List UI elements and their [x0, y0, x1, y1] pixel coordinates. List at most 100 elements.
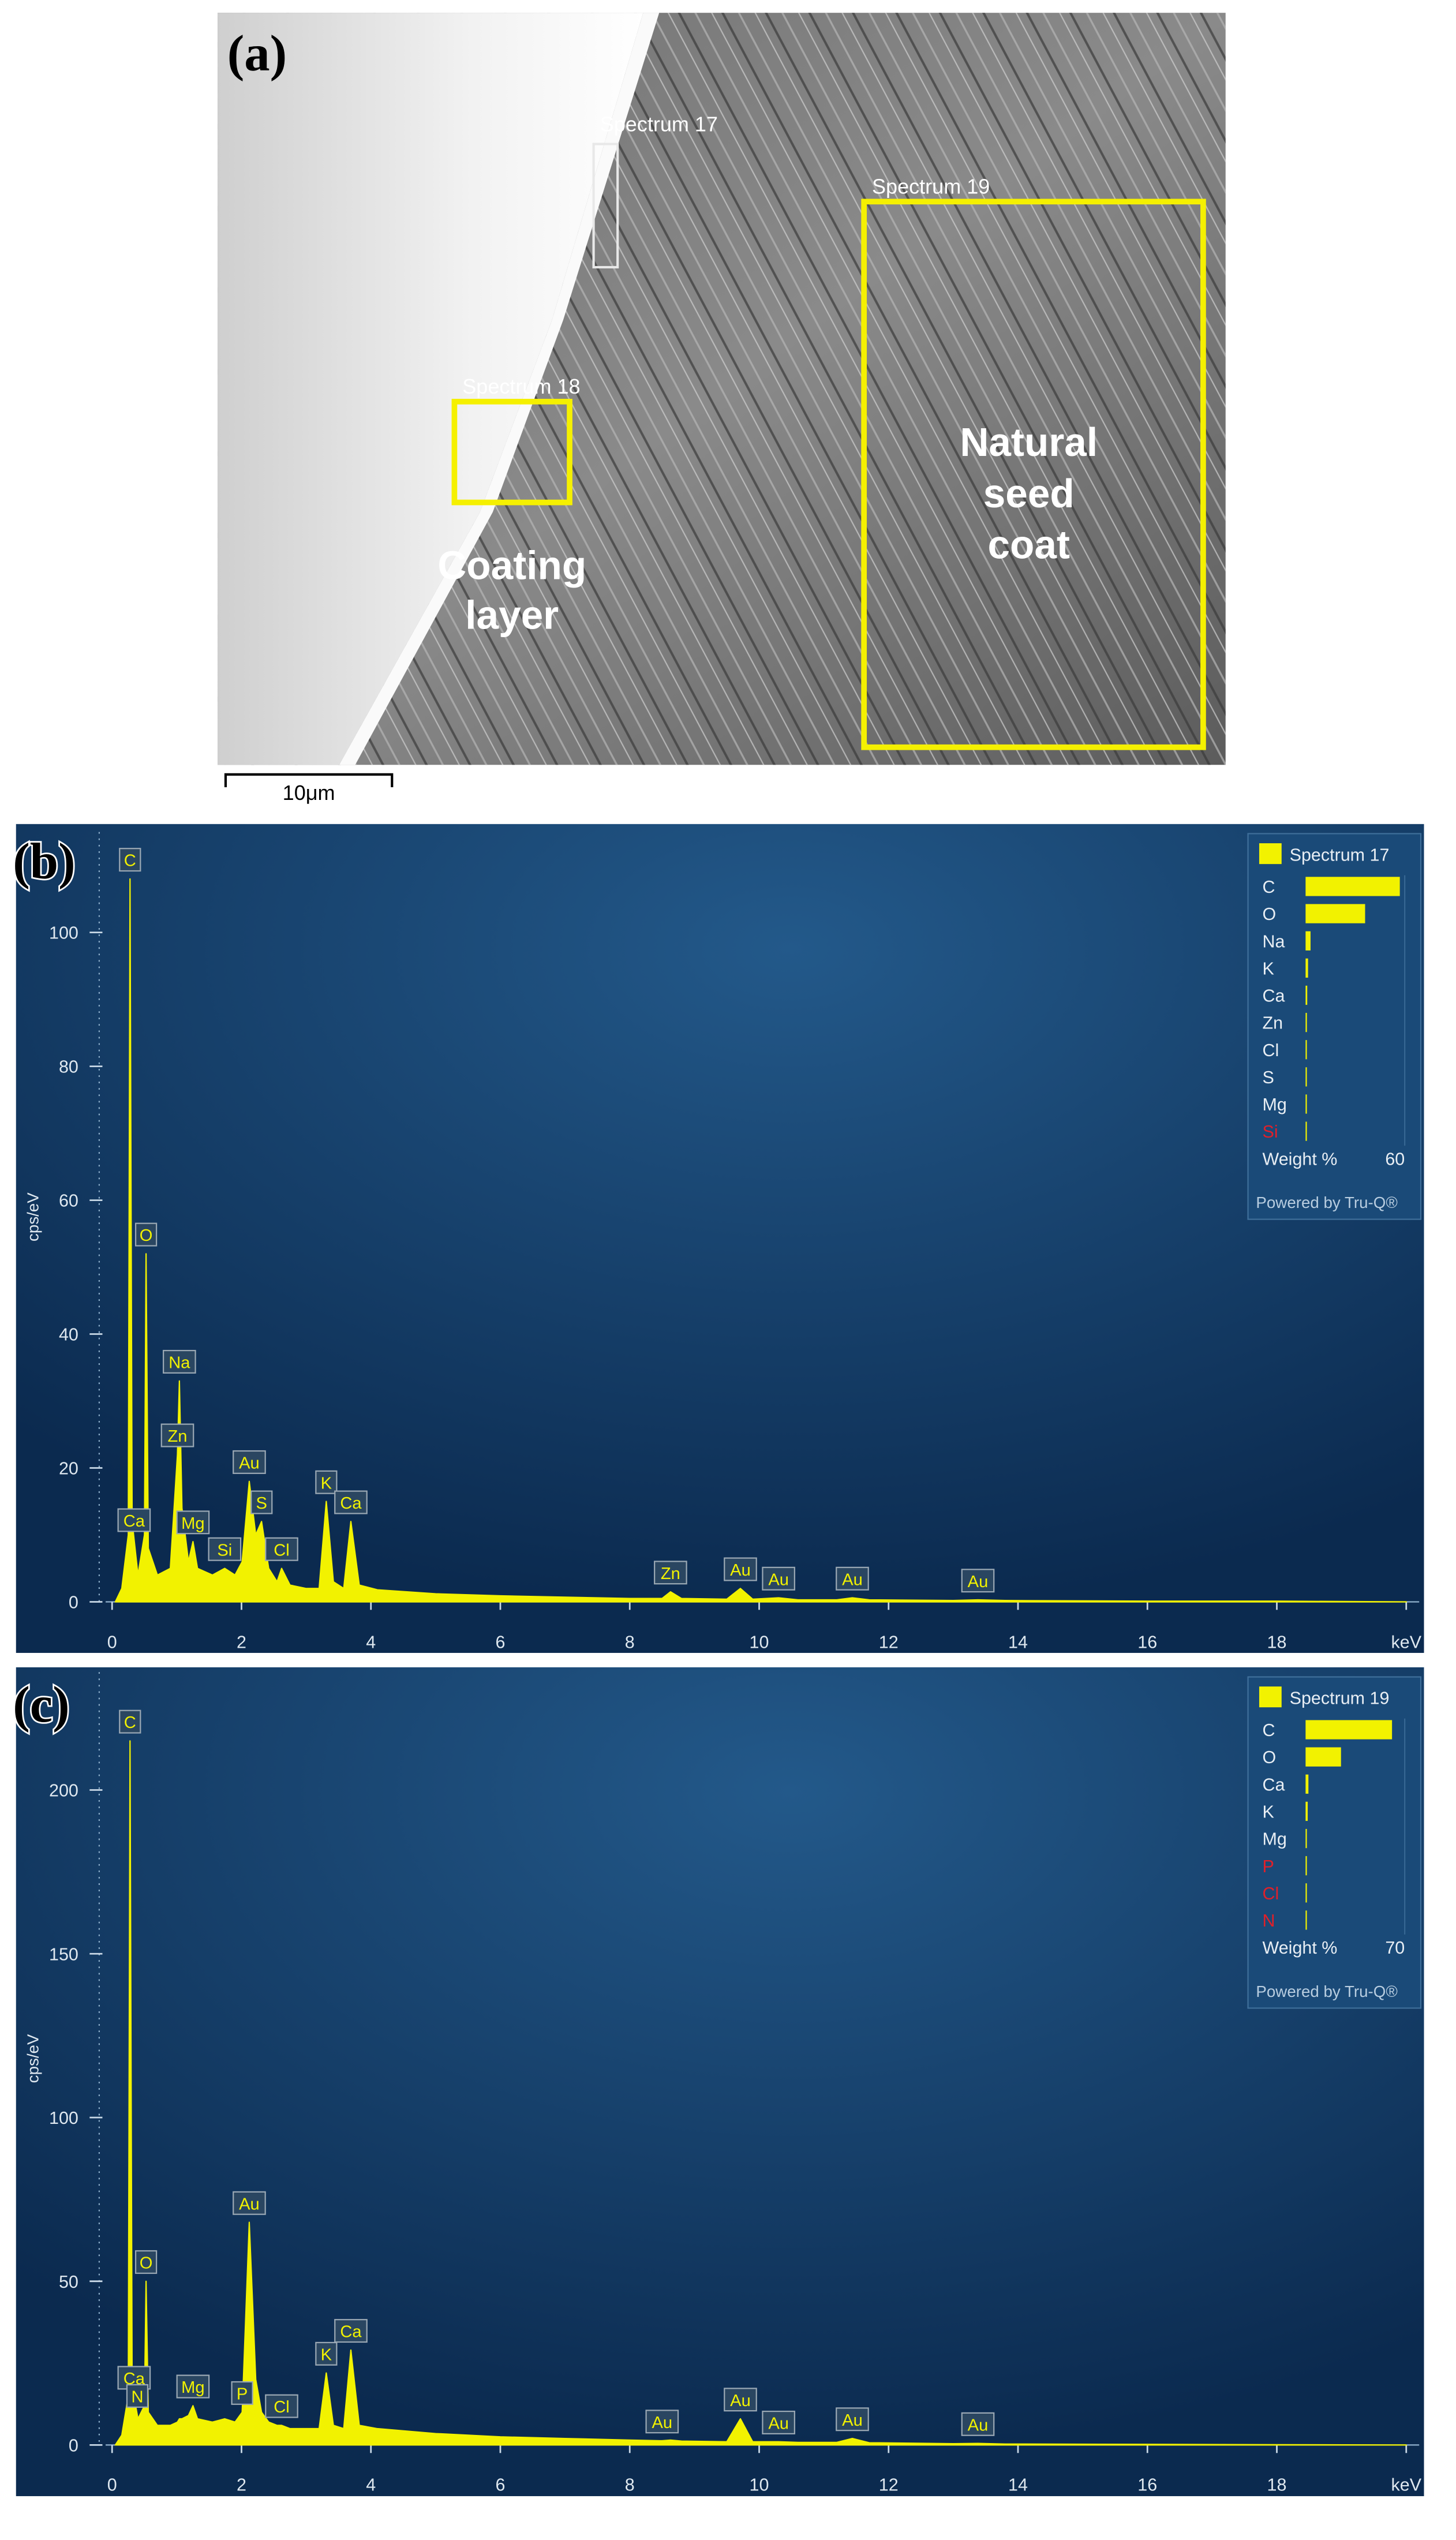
legend-element: Si: [1263, 1122, 1278, 1142]
y-tick-label: 20: [59, 1459, 78, 1479]
x-tick-label: 18: [1267, 2475, 1287, 2494]
legend-element: Mg: [1263, 1095, 1287, 1114]
legend-tick-label: 70: [1385, 1938, 1405, 1958]
peak-label-box: [334, 2319, 368, 2343]
legend-title: Spectrum 19: [1290, 1689, 1390, 1708]
x-tick-label: 0: [107, 2475, 117, 2494]
x-tick-label: keV: [1391, 2475, 1422, 2494]
peak-label: O: [140, 1226, 153, 1245]
y-tick-label: 40: [59, 1325, 78, 1345]
y-axis-label: cps/eV: [24, 2034, 42, 2083]
weight-bar: [1305, 1883, 1307, 1903]
peak-label: Au: [768, 2415, 789, 2433]
peak-label-box: [134, 1222, 158, 1247]
x-tick-label: 2: [237, 2475, 246, 2494]
peak-label-box: [265, 1537, 298, 1561]
peak-label: Au: [239, 2195, 260, 2213]
coating-edge: [339, 13, 660, 765]
peak-label-box: [231, 2381, 253, 2405]
peak-label: K: [321, 2346, 332, 2364]
peak-label: O: [140, 2254, 153, 2273]
legend-element: Mg: [1263, 1830, 1287, 1849]
peak-label-box: [836, 2407, 869, 2431]
spectrum-label: Spectrum 18: [462, 375, 580, 398]
peak-label: Si: [217, 1541, 232, 1559]
weight-bar: [1305, 1094, 1307, 1114]
peak-label-box: [119, 1709, 141, 1734]
panel-label: (a): [227, 25, 287, 82]
plot-background: [16, 1667, 1424, 2497]
spectrum-label: Spectrum 19: [872, 174, 990, 198]
peak-label-box: [961, 1569, 995, 1593]
peak-label: Au: [842, 1570, 863, 1589]
peak-label-box: [163, 1349, 196, 1374]
weight-bar: [1305, 958, 1308, 978]
peak-label: Ca: [123, 1512, 145, 1531]
peak-label: Au: [842, 2411, 863, 2430]
peak-label: Cl: [274, 1541, 290, 1559]
weight-bar: [1305, 1747, 1341, 1767]
peak-label-box: [724, 2388, 757, 2412]
weight-bar: [1305, 1774, 1309, 1794]
x-tick-label: 4: [366, 2475, 376, 2494]
y-tick-label: 50: [59, 2272, 78, 2292]
peak-label: C: [124, 852, 136, 870]
x-tick-label: keV: [1391, 1633, 1422, 1652]
peak-label-box: [233, 2191, 266, 2215]
peak-label: Zn: [661, 1565, 680, 1583]
plot-background: [16, 824, 1424, 1653]
legend-element: Ca: [1263, 986, 1285, 1006]
y-tick-label: 150: [49, 1944, 78, 1964]
peak-label: Mg: [181, 2378, 204, 2397]
spectrum-area: [114, 1740, 1407, 2446]
weight-bar: [1305, 931, 1311, 951]
legend-axis-label: Weight %: [1263, 1938, 1338, 1958]
peak-label: C: [124, 1714, 136, 1732]
peak-label-box: [645, 2410, 679, 2434]
y-tick-label: 60: [59, 1191, 78, 1211]
peak-label-box: [315, 2341, 338, 2366]
peak-label-box: [233, 1450, 266, 1474]
y-tick-label: 100: [49, 923, 78, 943]
peak-label-box: [654, 1561, 687, 1585]
peak-label: Au: [768, 1570, 789, 1589]
x-tick-label: 0: [107, 1633, 117, 1652]
weight-bar: [1305, 1012, 1307, 1033]
spectrum-17-box: [592, 143, 619, 269]
y-tick-label: 200: [49, 1781, 78, 1801]
peak-label-box: [762, 2410, 795, 2434]
peak-label-box: [961, 2412, 995, 2436]
region-label: Coating: [437, 543, 586, 588]
peak-label: Au: [730, 1561, 751, 1580]
x-tick-label: 6: [496, 2475, 506, 2494]
x-tick-label: 16: [1137, 1633, 1157, 1652]
peak-label-box: [836, 1566, 869, 1591]
peak-label: Cl: [274, 2398, 290, 2416]
panel-label: (c): [13, 1677, 69, 1733]
peak-label-box: [160, 1423, 194, 1447]
peak-label: Ca: [340, 2323, 362, 2341]
peak-label: P: [237, 2385, 248, 2403]
weight-bar: [1305, 1067, 1307, 1087]
legend-element: Na: [1263, 932, 1285, 951]
weight-bar: [1305, 1121, 1307, 1141]
weight-bar: [1305, 1720, 1393, 1740]
x-tick-label: 14: [1008, 1633, 1028, 1652]
legend-element: Cl: [1263, 1041, 1279, 1060]
peak-label: S: [256, 1494, 267, 1513]
y-axis-label: cps/eV: [24, 1192, 42, 1241]
peak-label-box: [250, 1490, 273, 1514]
legend-element: C: [1263, 1720, 1275, 1740]
x-tick-label: 16: [1137, 2475, 1157, 2494]
legend-swatch: [1259, 843, 1282, 865]
peak-label-box: [762, 1566, 795, 1591]
peak-label-box: [176, 2374, 210, 2399]
x-tick-label: 12: [879, 1633, 899, 1652]
legend-swatch: [1259, 1686, 1282, 1708]
peak-label-box: [334, 1490, 368, 1514]
scale-bar: [224, 773, 394, 788]
x-tick-label: 10: [750, 1633, 769, 1652]
legend-element: Ca: [1263, 1775, 1285, 1794]
